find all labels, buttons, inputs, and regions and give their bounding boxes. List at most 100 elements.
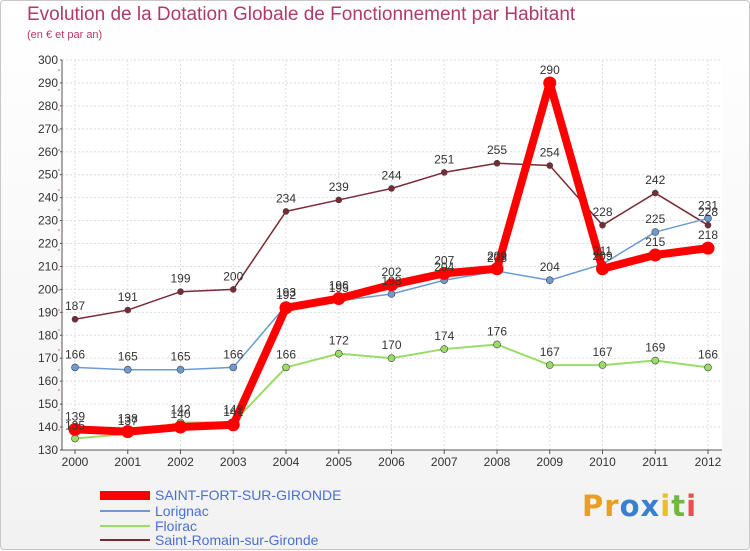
data-label: 255 bbox=[487, 143, 507, 157]
data-point bbox=[440, 345, 449, 353]
x-tick-label: 2000 bbox=[62, 455, 89, 469]
data-label: 142 bbox=[170, 402, 190, 416]
data-label: 239 bbox=[329, 180, 349, 194]
data-label: 135 bbox=[65, 419, 85, 433]
data-point bbox=[71, 363, 79, 372]
data-label: 176 bbox=[487, 324, 507, 338]
x-tick-label: 2009 bbox=[536, 455, 563, 469]
y-tick-label: 220 bbox=[38, 237, 58, 251]
chart-title: Evolution de la Dotation Globale de Fonc… bbox=[27, 4, 576, 25]
logo-letter: x bbox=[640, 489, 661, 523]
y-tick-label: 170 bbox=[38, 351, 58, 365]
data-point bbox=[490, 262, 504, 276]
data-label: 166 bbox=[276, 347, 296, 361]
data-label: 211 bbox=[593, 244, 612, 258]
data-label: 209 bbox=[592, 249, 612, 263]
data-label: 142 bbox=[223, 402, 243, 416]
logo-letter: P bbox=[582, 489, 605, 523]
data-label: 251 bbox=[434, 152, 454, 166]
data-point bbox=[651, 228, 660, 236]
data-point bbox=[229, 363, 238, 372]
y-tick-label: 300 bbox=[38, 53, 58, 67]
data-point bbox=[68, 422, 82, 436]
data-label: 165 bbox=[170, 350, 190, 364]
data-label: 207 bbox=[434, 253, 454, 267]
data-label: 187 bbox=[65, 299, 85, 313]
data-label: 200 bbox=[223, 269, 243, 283]
data-label: 139 bbox=[65, 409, 85, 423]
data-point bbox=[599, 221, 606, 229]
y-tick-label: 190 bbox=[38, 305, 58, 319]
legend-label: Saint-Romain-sur-Gironde bbox=[155, 532, 319, 548]
legend-label: SAINT-FORT-SUR-GIRONDE bbox=[155, 487, 342, 503]
x-tick-label: 2004 bbox=[273, 455, 300, 469]
data-label: 172 bbox=[329, 334, 349, 348]
logo-letter: o bbox=[619, 489, 641, 523]
data-label: 166 bbox=[65, 347, 85, 361]
logo-letter: i bbox=[660, 489, 672, 523]
data-point bbox=[387, 354, 396, 363]
data-point bbox=[545, 361, 554, 369]
data-label: 242 bbox=[645, 173, 665, 187]
data-label: 204 bbox=[540, 260, 560, 274]
data-point bbox=[651, 356, 660, 365]
data-point bbox=[282, 363, 290, 372]
x-tick-label: 2006 bbox=[378, 455, 405, 469]
data-label: 234 bbox=[276, 191, 296, 205]
logo-letter: t bbox=[671, 489, 687, 523]
chart-subtitle: (en € et par an) bbox=[27, 29, 103, 41]
data-point bbox=[121, 425, 135, 439]
legend-label: Floirac bbox=[155, 518, 198, 534]
y-tick-label: 230 bbox=[38, 214, 58, 228]
y-tick-label: 160 bbox=[38, 374, 58, 388]
data-point bbox=[174, 420, 187, 434]
y-tick-label: 250 bbox=[38, 168, 58, 182]
data-point bbox=[701, 241, 715, 255]
data-point bbox=[279, 301, 293, 315]
y-tick-label: 280 bbox=[38, 99, 58, 113]
data-label: 167 bbox=[592, 345, 612, 359]
y-tick-label: 210 bbox=[38, 259, 58, 273]
data-label: 166 bbox=[223, 347, 243, 361]
data-point bbox=[493, 340, 501, 349]
data-label: 196 bbox=[329, 279, 349, 293]
y-tick-label: 150 bbox=[38, 397, 58, 411]
data-label: 167 bbox=[540, 345, 560, 359]
legend-swatch bbox=[100, 510, 150, 512]
data-label: 137 bbox=[118, 414, 138, 428]
y-tick-label: 200 bbox=[38, 282, 58, 296]
data-label: 215 bbox=[645, 235, 665, 249]
data-label: 192 bbox=[276, 288, 296, 302]
legend-swatch bbox=[100, 539, 150, 541]
data-point bbox=[387, 290, 396, 298]
x-tick-label: 2012 bbox=[695, 455, 722, 469]
data-label: 138 bbox=[118, 412, 138, 426]
data-point bbox=[704, 363, 712, 372]
y-tick-label: 260 bbox=[38, 145, 58, 159]
data-label: 191 bbox=[118, 290, 138, 304]
data-label: 204 bbox=[434, 260, 454, 274]
logo-letter: i bbox=[686, 489, 698, 523]
data-point bbox=[437, 266, 451, 280]
plot-area bbox=[62, 60, 722, 450]
data-point bbox=[546, 162, 554, 169]
y-tick-label: 270 bbox=[38, 122, 58, 136]
legend-swatch bbox=[100, 525, 150, 527]
x-tick-label: 2008 bbox=[484, 455, 511, 469]
y-tick-label: 180 bbox=[38, 328, 58, 342]
data-label: 170 bbox=[381, 338, 401, 352]
data-label: 228 bbox=[592, 205, 612, 219]
data-label: 199 bbox=[170, 272, 190, 286]
data-point bbox=[229, 286, 237, 293]
x-tick-label: 2002 bbox=[167, 455, 194, 469]
x-tick-label: 2003 bbox=[220, 455, 247, 469]
y-tick-label: 140 bbox=[38, 420, 58, 434]
data-label: 193 bbox=[276, 285, 296, 299]
data-label: 218 bbox=[698, 228, 718, 242]
data-point bbox=[282, 208, 290, 215]
data-point bbox=[493, 159, 501, 167]
data-point bbox=[543, 76, 557, 90]
data-point bbox=[440, 169, 448, 176]
data-label: 198 bbox=[381, 274, 401, 288]
data-point bbox=[71, 434, 79, 443]
